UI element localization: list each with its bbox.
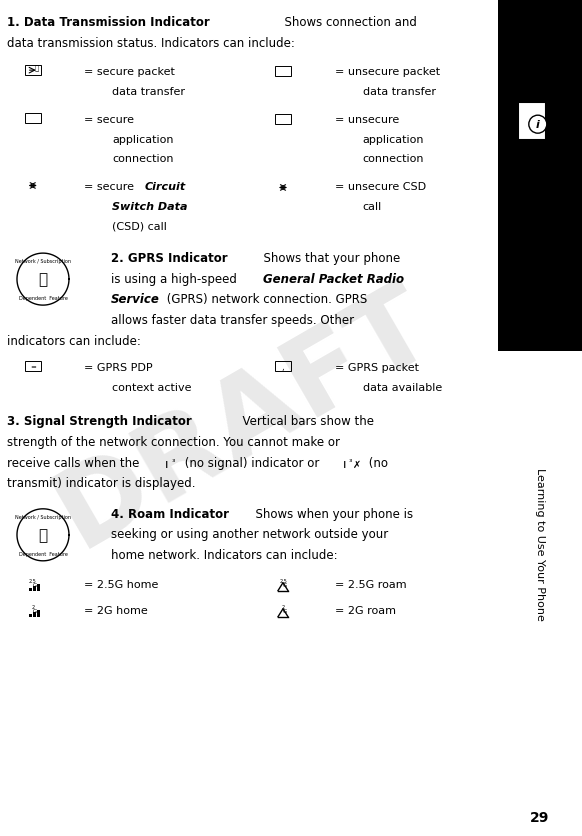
Text: Network / Subscription: Network / Subscription xyxy=(15,259,71,264)
Text: is using a high-speed: is using a high-speed xyxy=(111,273,240,285)
Text: application: application xyxy=(112,135,174,145)
Text: Shows connection and: Shows connection and xyxy=(277,16,417,29)
Text: 🔒: 🔒 xyxy=(34,64,39,71)
Text: ı: ı xyxy=(165,457,169,470)
Text: DRAFT: DRAFT xyxy=(38,268,451,568)
Text: allows faster data transfer speeds. Other: allows faster data transfer speeds. Othe… xyxy=(111,314,354,327)
Text: ı: ı xyxy=(343,457,347,470)
Text: indicators can include:: indicators can include: xyxy=(7,334,141,348)
Text: G: G xyxy=(33,609,37,614)
Text: i: i xyxy=(536,120,540,130)
Text: 2: 2 xyxy=(282,604,285,609)
Text: connection: connection xyxy=(363,154,424,164)
Text: 2.5: 2.5 xyxy=(29,579,37,584)
Text: receive calls when the: receive calls when the xyxy=(7,456,143,469)
Text: Shows that your phone: Shows that your phone xyxy=(255,252,400,265)
Text: = unsecure packet: = unsecure packet xyxy=(335,67,440,77)
Text: = secure packet: = secure packet xyxy=(84,67,175,77)
Text: context active: context active xyxy=(112,382,192,392)
Bar xyxy=(37,610,40,617)
Text: Switch Data: Switch Data xyxy=(112,201,188,212)
Bar xyxy=(29,614,32,617)
Text: data transfer: data transfer xyxy=(363,87,436,97)
Text: Circuit: Circuit xyxy=(144,182,186,192)
Text: ,: , xyxy=(282,362,285,371)
Text: G: G xyxy=(33,583,37,588)
Text: 1. Data Transmission Indicator: 1. Data Transmission Indicator xyxy=(7,16,210,29)
Text: Vertical bars show the: Vertical bars show the xyxy=(235,415,374,428)
Text: Network / Subscription: Network / Subscription xyxy=(15,514,71,519)
Text: transmit) indicator is displayed.: transmit) indicator is displayed. xyxy=(7,477,196,490)
Text: = 2G home: = 2G home xyxy=(84,605,148,615)
Text: 3. Signal Strength Indicator: 3. Signal Strength Indicator xyxy=(7,415,191,428)
Text: application: application xyxy=(363,135,424,145)
Text: = GPRS packet: = GPRS packet xyxy=(335,363,418,373)
Text: = 2G roam: = 2G roam xyxy=(335,605,396,615)
Bar xyxy=(25,114,41,124)
Bar xyxy=(518,103,546,141)
Text: 4. Roam Indicator: 4. Roam Indicator xyxy=(111,507,229,520)
Text: (no signal) indicator or: (no signal) indicator or xyxy=(181,456,323,469)
Text: Dependent  Feature: Dependent Feature xyxy=(19,295,68,300)
Bar xyxy=(37,584,40,591)
Bar xyxy=(29,588,32,591)
Bar xyxy=(275,362,291,371)
Text: 2.5: 2.5 xyxy=(279,579,287,584)
Text: ✗: ✗ xyxy=(353,459,361,469)
Text: strength of the network connection. You cannot make or: strength of the network connection. You … xyxy=(7,436,340,448)
Text: (CSD) call: (CSD) call xyxy=(112,222,167,232)
Text: G: G xyxy=(283,583,287,588)
Bar xyxy=(25,66,41,76)
Text: = unsecure: = unsecure xyxy=(335,115,399,125)
Text: G: G xyxy=(283,609,287,614)
Text: = secure: = secure xyxy=(84,182,138,192)
Text: 29: 29 xyxy=(530,810,549,824)
Text: Learning to Use Your Phone: Learning to Use Your Phone xyxy=(535,467,545,619)
Circle shape xyxy=(529,116,547,134)
Text: = secure: = secure xyxy=(84,115,134,125)
Text: =: = xyxy=(30,364,36,370)
Text: data transmission status. Indicators can include:: data transmission status. Indicators can… xyxy=(7,37,295,49)
Text: ³: ³ xyxy=(348,457,352,466)
Text: call: call xyxy=(363,201,382,212)
Text: = GPRS PDP: = GPRS PDP xyxy=(84,363,153,373)
Text: seeking or using another network outside your: seeking or using another network outside… xyxy=(111,528,388,541)
Text: Service: Service xyxy=(111,293,159,306)
Text: (GPRS) network connection. GPRS: (GPRS) network connection. GPRS xyxy=(162,293,367,306)
Text: data available: data available xyxy=(363,382,442,392)
Text: General Packet Radio: General Packet Radio xyxy=(262,273,404,285)
Bar xyxy=(275,115,291,125)
Bar xyxy=(498,0,582,351)
Text: (no: (no xyxy=(365,456,388,469)
Text: Shows when your phone is: Shows when your phone is xyxy=(247,507,413,520)
Text: = 2.5G home: = 2.5G home xyxy=(84,579,159,589)
Text: data transfer: data transfer xyxy=(112,87,186,97)
Text: 2: 2 xyxy=(31,604,34,609)
Text: ³: ³ xyxy=(171,457,175,466)
Text: = 2.5G roam: = 2.5G roam xyxy=(335,579,406,589)
Bar xyxy=(275,67,291,77)
Bar xyxy=(33,586,36,591)
Text: 🖁: 🖁 xyxy=(38,273,48,288)
Bar xyxy=(25,362,41,371)
Text: 2. GPRS Indicator: 2. GPRS Indicator xyxy=(111,252,227,265)
Text: connection: connection xyxy=(112,154,174,164)
Bar xyxy=(33,612,36,617)
Text: 🖁: 🖁 xyxy=(38,528,48,543)
Text: Dependent  Feature: Dependent Feature xyxy=(19,551,68,556)
Text: = unsecure CSD: = unsecure CSD xyxy=(335,182,426,192)
Text: home network. Indicators can include:: home network. Indicators can include: xyxy=(111,548,337,562)
